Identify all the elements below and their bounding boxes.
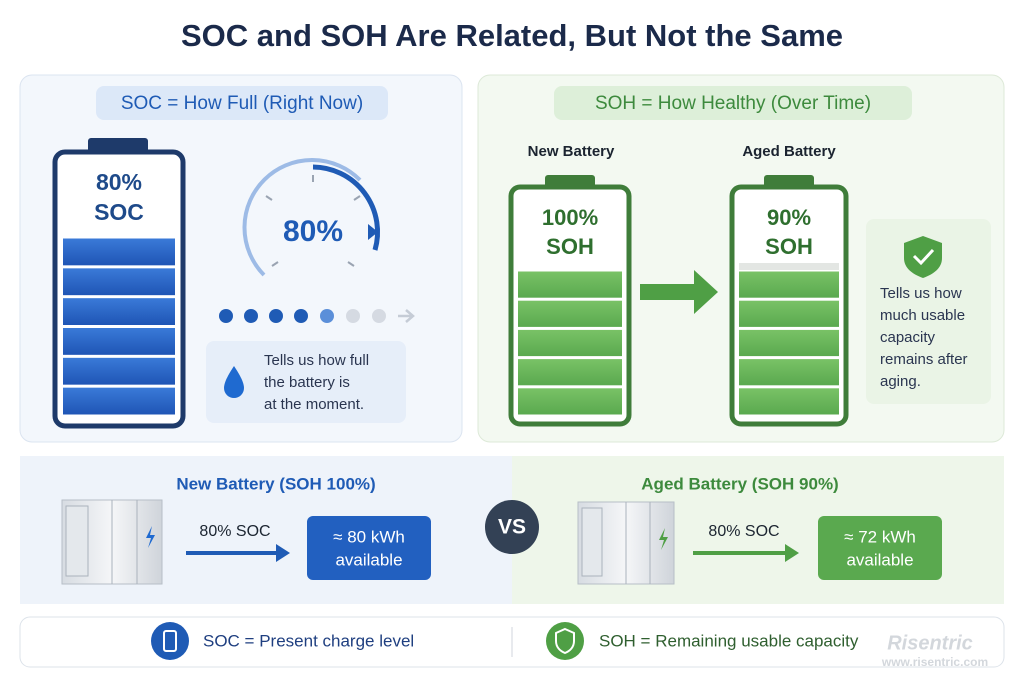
progress-dot	[294, 309, 308, 323]
battery-caption: Aged Battery	[742, 143, 836, 160]
container-icon	[61, 499, 163, 585]
battery-segment	[739, 329, 839, 357]
footer-text: SOC = Present charge level	[203, 631, 414, 650]
vs-label: VS	[498, 516, 526, 539]
battery-label: 80%	[96, 169, 142, 195]
gauge-tick	[265, 195, 273, 201]
battery-segment	[518, 359, 622, 386]
gauge-pointer	[368, 224, 378, 240]
container-icon	[577, 501, 675, 585]
dots-arrow	[398, 309, 415, 323]
soh-heading-pill	[554, 86, 912, 120]
result-box	[818, 516, 942, 580]
note-line: aging.	[880, 373, 921, 390]
arrow	[693, 544, 799, 562]
battery-segment	[518, 329, 622, 357]
battery-fill	[739, 271, 839, 415]
progress-dot	[320, 309, 334, 323]
battery-segment	[739, 300, 839, 327]
soc-icon	[151, 622, 189, 660]
result-line: available	[335, 550, 402, 569]
progress-dot	[269, 309, 283, 323]
container-vent	[581, 507, 603, 577]
gauge-tick	[353, 195, 361, 201]
note-line: at the moment.	[264, 396, 364, 413]
battery-segment	[518, 271, 622, 298]
battery-label: SOC	[94, 199, 144, 225]
battery-segment	[63, 238, 175, 266]
battery-segment	[518, 300, 622, 327]
gauge-tick	[271, 261, 279, 267]
gauge: 80%	[242, 157, 381, 277]
battery-segment	[518, 388, 622, 415]
note-line: remains after	[880, 351, 968, 368]
title: SOC and SOH Are Related, But Not the Sam…	[181, 18, 843, 53]
soc-heading: SOC = How Full (Right Now)	[121, 93, 363, 114]
battery-segment	[63, 387, 175, 415]
battery-segment	[63, 328, 175, 355]
battery-icon	[163, 630, 177, 652]
progress-dot	[244, 309, 258, 323]
note-box	[866, 219, 991, 404]
drop-icon	[224, 366, 244, 398]
container-vent	[65, 505, 89, 577]
progress-dot	[372, 309, 386, 323]
watermark: www.risentric.com	[881, 655, 988, 669]
note-box	[206, 341, 406, 423]
lost-capacity	[739, 263, 839, 270]
gauge-arc	[242, 157, 362, 277]
battery-caption: New Battery	[528, 143, 615, 160]
battery-segment	[63, 298, 175, 325]
battery-label: 100%	[542, 205, 598, 230]
battery-segment	[63, 357, 175, 385]
soc-label: 80% SOC	[199, 523, 270, 540]
note-line: much usable	[880, 307, 965, 324]
soh-heading: SOH = How Healthy (Over Time)	[595, 93, 871, 114]
result-line: ≈ 72 kWh	[844, 527, 916, 546]
battery-label: SOH	[765, 234, 813, 259]
battery-segment	[739, 271, 839, 298]
soc-heading-pill	[96, 86, 388, 120]
arrow	[186, 544, 290, 562]
gauge-arc	[312, 164, 381, 251]
battery-segment	[739, 388, 839, 415]
result-line: ≈ 80 kWh	[333, 527, 405, 546]
bolt-icon	[659, 528, 668, 550]
battery-fill	[63, 238, 175, 415]
note-line: the battery is	[264, 374, 350, 391]
vs-badge	[485, 500, 539, 554]
soc-label: 80% SOC	[708, 523, 779, 540]
footer-text: SOH = Remaining usable capacity	[599, 631, 859, 650]
note-line: capacity	[880, 329, 936, 346]
progress-dot	[346, 309, 360, 323]
bolt-icon	[146, 526, 155, 548]
result-line: available	[846, 550, 913, 569]
soh-icon	[546, 622, 584, 660]
gauge-tick	[347, 261, 355, 267]
battery-segment	[739, 359, 839, 386]
compare-title: Aged Battery (SOH 90%)	[641, 474, 838, 493]
arrow	[640, 270, 718, 314]
gauge-label: 80%	[283, 215, 343, 248]
progress-dot	[219, 309, 233, 323]
note-line: Tells us how	[880, 285, 962, 302]
shield-icon	[555, 627, 575, 655]
compare-title: New Battery (SOH 100%)	[176, 474, 375, 493]
watermark: Risentric	[887, 632, 973, 654]
battery-label: SOH	[546, 234, 594, 259]
check-icon	[912, 248, 935, 266]
result-box	[307, 516, 431, 580]
progress-dots	[219, 309, 386, 323]
shield-icon	[904, 236, 942, 278]
battery-label: 90%	[767, 205, 811, 230]
note-line: Tells us how full	[264, 352, 369, 369]
battery-segment	[63, 268, 175, 296]
battery-fill	[518, 271, 622, 415]
